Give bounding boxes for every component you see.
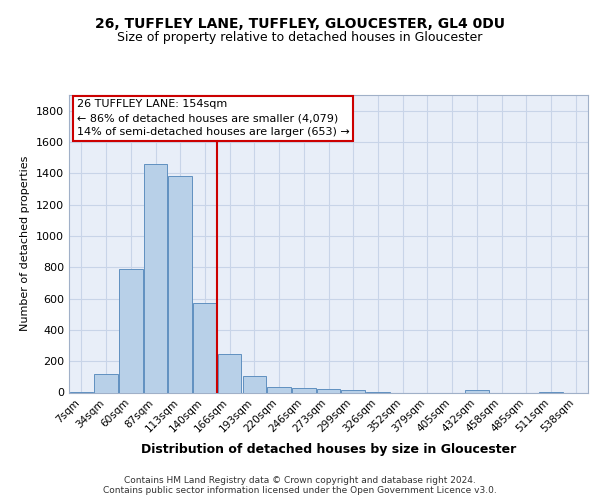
Text: Contains public sector information licensed under the Open Government Licence v3: Contains public sector information licen…	[103, 486, 497, 495]
Bar	[169, 176, 192, 392]
Bar	[465, 390, 488, 392]
Bar	[242, 376, 266, 392]
Bar	[317, 390, 340, 392]
Text: 26, TUFFLEY LANE, TUFFLEY, GLOUCESTER, GL4 0DU: 26, TUFFLEY LANE, TUFFLEY, GLOUCESTER, G…	[95, 18, 505, 32]
Bar	[193, 303, 217, 392]
Text: 26 TUFFLEY LANE: 154sqm
← 86% of detached houses are smaller (4,079)
14% of semi: 26 TUFFLEY LANE: 154sqm ← 86% of detache…	[77, 100, 350, 138]
X-axis label: Distribution of detached houses by size in Gloucester: Distribution of detached houses by size …	[141, 442, 516, 456]
Bar	[144, 164, 167, 392]
Bar	[218, 354, 241, 393]
Y-axis label: Number of detached properties: Number of detached properties	[20, 156, 31, 332]
Text: Contains HM Land Registry data © Crown copyright and database right 2024.: Contains HM Land Registry data © Crown c…	[124, 476, 476, 485]
Bar	[341, 390, 365, 392]
Bar	[94, 374, 118, 392]
Bar	[268, 387, 291, 392]
Text: Size of property relative to detached houses in Gloucester: Size of property relative to detached ho…	[118, 31, 482, 44]
Bar	[292, 388, 316, 392]
Bar	[119, 269, 143, 392]
